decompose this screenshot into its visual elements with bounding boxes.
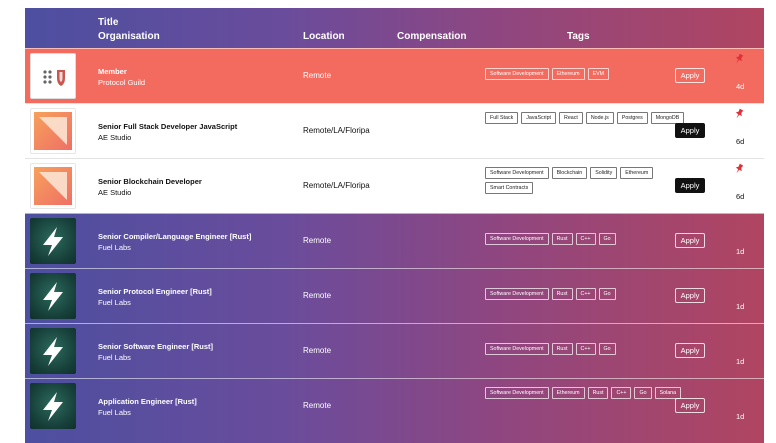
pin-icon (733, 162, 745, 174)
protocol-guild-logo (30, 53, 76, 99)
tag[interactable]: Solidity (590, 167, 618, 179)
job-age: 6d (736, 192, 745, 201)
job-age: 1d (736, 412, 745, 421)
tag[interactable]: Software Development (485, 387, 549, 399)
tag[interactable]: Ethereum (551, 387, 585, 399)
tag[interactable]: Blockchain (551, 167, 588, 179)
job-location: Remote (303, 401, 332, 410)
apply-button[interactable]: Apply (675, 233, 705, 248)
job-tags: Software Development Ethereum Rust C++ Go Sol… (485, 387, 685, 399)
tag[interactable]: Go (598, 343, 616, 355)
job-organisation: AE Studio (98, 133, 132, 142)
fuel-labs-logo (30, 218, 76, 264)
tag[interactable]: C++ (611, 387, 632, 399)
job-location: Remote/LA/Floripa (303, 181, 370, 190)
job-row[interactable]: Senior Full Stack Developer JavaScript A… (25, 103, 764, 158)
ae-studio-logo (30, 108, 76, 154)
job-organisation: Protocol Guild (98, 78, 146, 87)
job-row[interactable]: Senior Blockchain Developer AE Studio Re… (25, 158, 764, 213)
job-title[interactable]: Application Engineer [Rust] (98, 397, 197, 406)
tag[interactable]: MongoDB (650, 112, 685, 124)
tag[interactable]: Rust (551, 288, 573, 300)
job-organisation: Fuel Labs (98, 298, 131, 307)
tag[interactable]: C++ (575, 288, 596, 300)
tag[interactable]: Smart Contracts (485, 182, 534, 194)
apply-button[interactable]: Apply (675, 343, 705, 358)
job-row[interactable]: Member Protocol Guild Remote Software De… (25, 48, 764, 103)
tag[interactable]: C++ (575, 343, 596, 355)
job-tags: Software Development Blockchain Solidity Et… (485, 167, 685, 194)
pin-icon (733, 52, 745, 64)
tag[interactable]: Ethereum (551, 68, 585, 80)
job-location: Remote (303, 346, 332, 355)
job-row[interactable]: Application Engineer [Rust] Fuel Labs Re… (25, 378, 764, 433)
job-tags: Software Development Rust C++ Go (485, 343, 685, 355)
tag[interactable]: Rust (551, 233, 573, 245)
job-row[interactable]: Senior Compiler/Language Engineer [Rust]… (25, 213, 764, 268)
fuel-labs-logo (30, 383, 76, 429)
job-age: 1d (736, 302, 745, 311)
job-organisation: Fuel Labs (98, 408, 131, 417)
tag[interactable]: Go (634, 387, 652, 399)
job-row[interactable]: Senior Protocol Engineer [Rust] Fuel Lab… (25, 268, 764, 323)
job-organisation: Fuel Labs (98, 243, 131, 252)
table-header: Title Organisation Location Compensation… (25, 8, 764, 48)
header-tags: Tags (567, 31, 590, 42)
tag[interactable]: Software Development (485, 68, 549, 80)
tag[interactable]: Rust (551, 343, 573, 355)
tag[interactable]: Go (598, 288, 616, 300)
tag[interactable]: Solana (654, 387, 682, 399)
tag[interactable]: Postgres (616, 112, 648, 124)
tag[interactable]: Full Stack (485, 112, 519, 124)
job-tags: Software Development Ethereum EVM (485, 68, 685, 80)
job-row[interactable]: Senior Software Engineer [Rust] Fuel Lab… (25, 323, 764, 378)
header-compensation: Compensation (397, 31, 467, 42)
job-title[interactable]: Senior Compiler/Language Engineer [Rust] (98, 232, 252, 241)
pin-icon (733, 107, 745, 119)
job-age: 1d (736, 357, 745, 366)
tag[interactable]: React (559, 112, 583, 124)
job-location: Remote/LA/Floripa (303, 126, 370, 135)
apply-button[interactable]: Apply (675, 288, 705, 303)
job-title[interactable]: Senior Blockchain Developer (98, 177, 202, 186)
tag[interactable]: Rust (587, 387, 609, 399)
job-age: 4d (736, 82, 745, 91)
job-age: 6d (736, 137, 745, 146)
apply-button[interactable]: Apply (675, 178, 705, 193)
tag[interactable]: Node.js (585, 112, 614, 124)
header-title: Title (98, 17, 119, 28)
apply-button[interactable]: Apply (675, 398, 705, 413)
tag[interactable]: Software Development (485, 343, 549, 355)
header-location: Location (303, 31, 345, 42)
job-title[interactable]: Member (98, 67, 127, 76)
job-age: 1d (736, 247, 745, 256)
job-tags: Software Development Rust C++ Go (485, 233, 685, 245)
tag[interactable]: EVM (587, 68, 610, 80)
job-board: Title Organisation Location Compensation… (25, 8, 764, 443)
job-title[interactable]: Senior Software Engineer [Rust] (98, 342, 214, 351)
job-organisation: AE Studio (98, 188, 132, 197)
job-tags: Software Development Rust C++ Go (485, 288, 685, 300)
job-organisation: Fuel Labs (98, 353, 131, 362)
apply-button[interactable]: Apply (675, 123, 705, 138)
tag[interactable]: C++ (575, 233, 596, 245)
tag[interactable]: Software Development (485, 233, 549, 245)
tag[interactable]: Software Development (485, 288, 549, 300)
job-location: Remote (303, 71, 332, 80)
apply-button[interactable]: Apply (675, 68, 705, 83)
job-tags: Full Stack JavaScript React Node.js Postgres… (485, 112, 685, 124)
header-organisation: Organisation (98, 31, 160, 42)
fuel-labs-logo (30, 328, 76, 374)
job-location: Remote (303, 236, 332, 245)
tag[interactable]: JavaScript (521, 112, 556, 124)
tag[interactable]: Ethereum (620, 167, 654, 179)
job-location: Remote (303, 291, 332, 300)
job-title[interactable]: Senior Full Stack Developer JavaScript (98, 122, 238, 131)
tag[interactable]: Software Development (485, 167, 549, 179)
job-title[interactable]: Senior Protocol Engineer [Rust] (98, 287, 212, 296)
fuel-labs-logo (30, 273, 76, 319)
tag[interactable]: Go (598, 233, 616, 245)
ae-studio-logo (30, 163, 76, 209)
